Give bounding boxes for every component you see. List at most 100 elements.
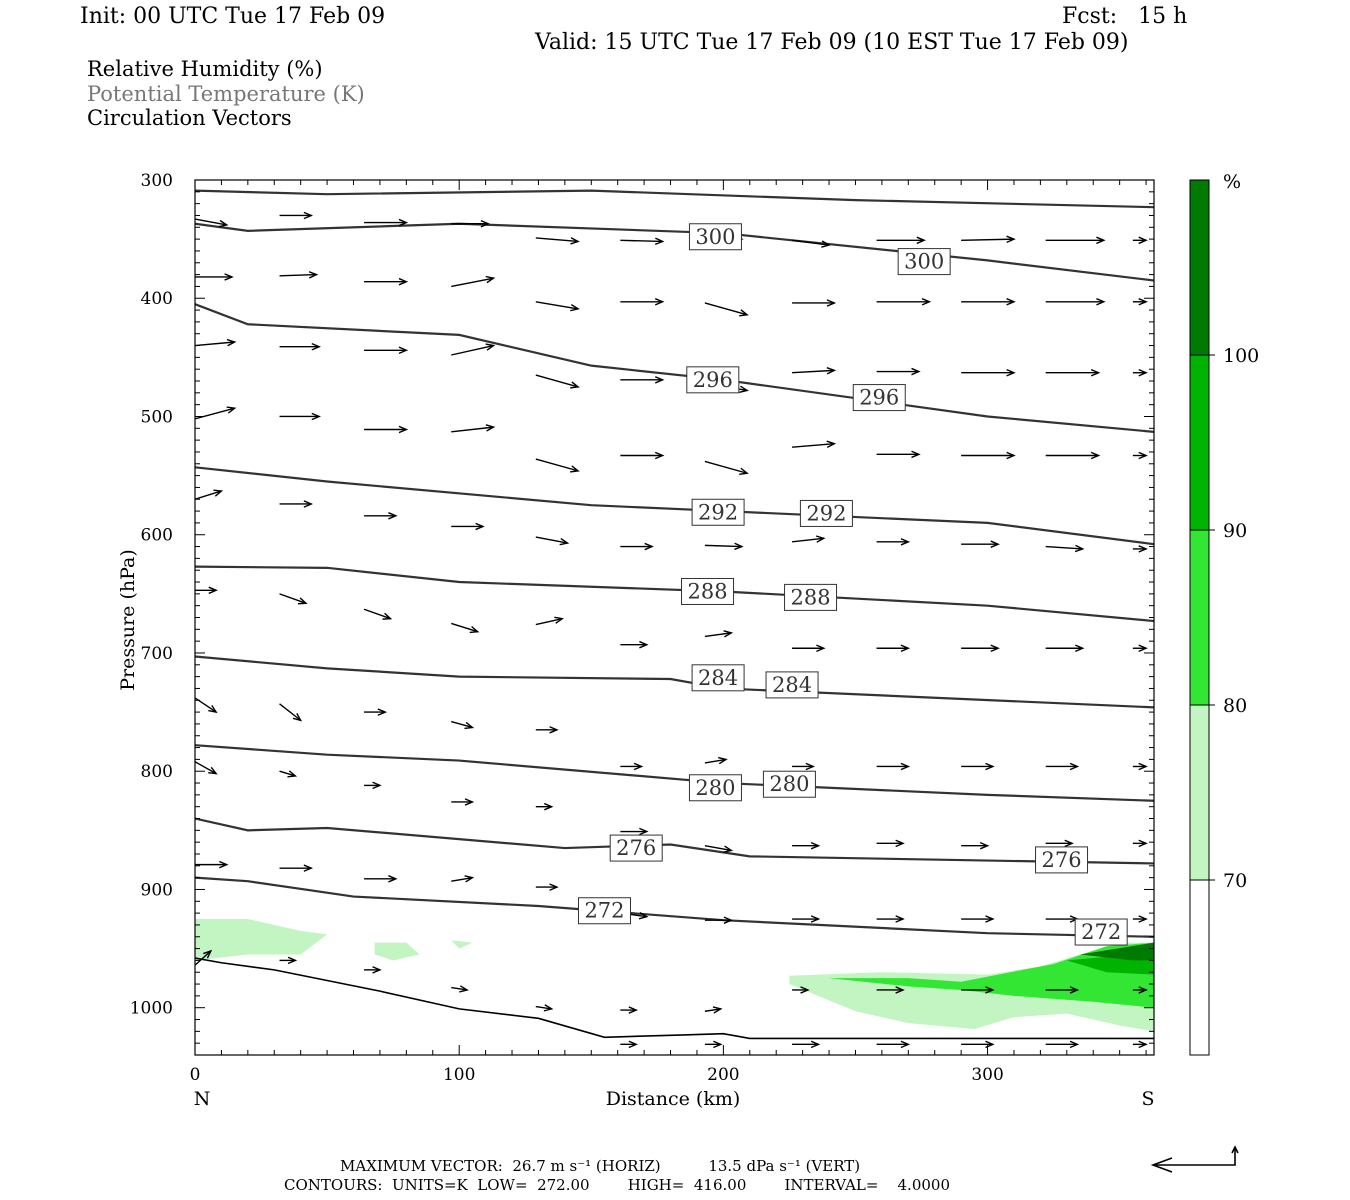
vector-arrow <box>792 644 826 653</box>
y-tick-label: 1000 <box>130 999 173 1019</box>
vector-arrow <box>279 500 314 508</box>
rh-region-6 <box>1080 942 1154 961</box>
contour-label: 288 <box>784 583 838 611</box>
vector-arrow <box>620 542 654 551</box>
vector-arrow <box>876 367 921 376</box>
colorbar-level-label: 70 <box>1223 870 1247 892</box>
contour-label: 288 <box>681 577 735 605</box>
vector-arrow <box>876 538 911 546</box>
vector-arrow <box>876 839 905 848</box>
svg-text:284: 284 <box>698 666 738 690</box>
svg-text:272: 272 <box>584 899 624 923</box>
contour-label: 300 <box>688 223 742 251</box>
contour-label: 292 <box>799 499 853 527</box>
vector-arrow <box>364 966 382 974</box>
vector-arrow <box>451 985 469 993</box>
vector-arrow <box>535 301 580 312</box>
vector-arrow <box>876 450 921 459</box>
vector-arrow <box>620 762 644 771</box>
vector-arrow <box>620 1040 638 1049</box>
vector-arrow <box>451 720 475 730</box>
vector-arrow <box>195 406 237 420</box>
vector-arrow <box>792 440 837 449</box>
colorbar-segment <box>1190 530 1209 705</box>
vector-arrow <box>792 986 810 994</box>
svg-text:300: 300 <box>695 225 735 249</box>
vector-arrow <box>451 622 480 634</box>
legend-rh: Relative Humidity (%) <box>87 57 323 81</box>
vector-arrow <box>279 864 314 872</box>
vector-arrow <box>792 915 821 923</box>
vector-arrow <box>279 211 314 220</box>
x-tick-label: 100 <box>443 1065 475 1085</box>
svg-text:276: 276 <box>616 836 656 860</box>
vector-arrow <box>876 298 932 306</box>
vector-arrow <box>364 512 398 520</box>
vector-arrow <box>451 219 491 228</box>
rh-region-0 <box>195 919 328 961</box>
init-time: Init: 00 UTC Tue 17 Feb 09 <box>80 4 386 29</box>
axis-ticks: 300 400 500 600 700 800 900 1000 0 100 200 300 <box>130 171 1154 1085</box>
contour-label: 292 <box>691 498 745 526</box>
vector-arrow <box>1045 762 1080 771</box>
vector-arrow <box>961 235 1016 244</box>
vector-arrow <box>364 218 409 227</box>
vector-arrow <box>535 616 564 626</box>
vector-arrow <box>791 535 826 543</box>
vector-arrow <box>364 781 382 790</box>
rh-shading <box>195 919 1154 1032</box>
vector-arrow <box>364 875 398 883</box>
svg-text:280: 280 <box>695 776 735 800</box>
contour-label: 272 <box>577 897 631 925</box>
svg-text:272: 272 <box>1081 920 1121 944</box>
vector-arrow <box>279 412 321 421</box>
vector-arrow <box>876 762 911 771</box>
vector-arrow <box>364 277 409 286</box>
vector-arrow <box>876 236 926 245</box>
forecast-hour: Fcst: 15 h <box>1062 4 1188 29</box>
x-axis-label: Distance (km) <box>606 1088 741 1110</box>
vector-arrow <box>876 915 905 923</box>
vector-arrow <box>620 827 649 836</box>
vector-arrow <box>535 726 559 734</box>
svg-text:292: 292 <box>698 500 738 524</box>
contour-label: 280 <box>688 774 742 802</box>
colorbar-segment <box>1190 705 1209 880</box>
x-left-end-label: N <box>194 1088 211 1110</box>
vector-arrow <box>961 986 995 994</box>
vector-arrow <box>620 1006 638 1014</box>
vector-arrow <box>876 1040 911 1049</box>
contour-label: 272 <box>1074 918 1128 946</box>
vector-arrow <box>704 845 734 853</box>
contour-label: 284 <box>691 664 745 692</box>
vector-arrow <box>1132 545 1148 553</box>
vector-arrow <box>1132 368 1148 377</box>
vector-arrow <box>364 346 409 355</box>
vector-arrow <box>279 342 321 351</box>
vector-arrow <box>535 237 580 245</box>
vector-arrow <box>451 424 496 433</box>
vector-arrow <box>792 841 821 850</box>
vector-arrow <box>961 762 995 771</box>
contour-label: 276 <box>1035 846 1089 874</box>
theta-contour-300 <box>195 222 1154 282</box>
theta-contour-284 <box>195 655 1154 709</box>
vector-arrow <box>451 343 496 356</box>
terrain-profile <box>195 957 1154 1040</box>
vector-arrow <box>704 302 749 317</box>
vector-arrow <box>535 536 570 546</box>
vector-arrow <box>704 542 744 551</box>
vector-arrow <box>195 489 224 500</box>
vector-arrow <box>961 1040 995 1049</box>
vector-arrow <box>620 376 665 384</box>
vector-arrow <box>451 875 475 883</box>
colorbar-segment <box>1190 880 1209 1055</box>
y-tick-label: 300 <box>141 171 173 191</box>
vector-arrow <box>1132 451 1148 460</box>
vector-arrow <box>620 298 665 306</box>
theta-contour-292 <box>195 466 1154 546</box>
y-tick-label: 900 <box>141 880 173 900</box>
y-tick-label: 400 <box>141 289 173 309</box>
svg-text:296: 296 <box>859 386 899 410</box>
svg-text:284: 284 <box>772 673 812 697</box>
